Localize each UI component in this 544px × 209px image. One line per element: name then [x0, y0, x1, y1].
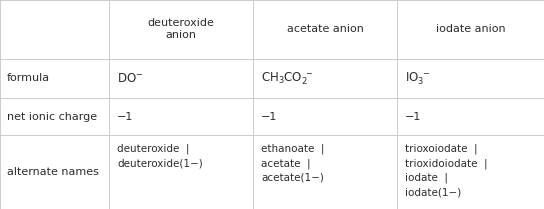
Text: formula: formula	[7, 73, 50, 83]
Text: −1: −1	[117, 112, 133, 121]
Text: ethanoate  |
acetate  |
acetate(1−): ethanoate | acetate | acetate(1−)	[261, 143, 325, 183]
Text: $\mathregular{CH_3CO_2^{\ -}}$: $\mathregular{CH_3CO_2^{\ -}}$	[261, 70, 314, 87]
Text: deuteroxide
anion: deuteroxide anion	[147, 18, 214, 40]
Text: −1: −1	[261, 112, 277, 121]
Text: iodate anion: iodate anion	[436, 24, 505, 34]
Text: $\mathregular{DO^{-}}$: $\mathregular{DO^{-}}$	[117, 72, 144, 85]
Text: $\mathregular{IO_3^{\ -}}$: $\mathregular{IO_3^{\ -}}$	[405, 70, 430, 87]
Text: acetate anion: acetate anion	[287, 24, 363, 34]
Text: net ionic charge: net ionic charge	[7, 112, 97, 121]
Text: trioxoiodate  |
trioxidoiodate  |
iodate  |
iodate(1−): trioxoiodate | trioxidoiodate | iodate |…	[405, 143, 488, 198]
Text: −1: −1	[405, 112, 422, 121]
Text: deuteroxide  |
deuteroxide(1−): deuteroxide | deuteroxide(1−)	[117, 143, 203, 168]
Text: alternate names: alternate names	[7, 167, 98, 177]
